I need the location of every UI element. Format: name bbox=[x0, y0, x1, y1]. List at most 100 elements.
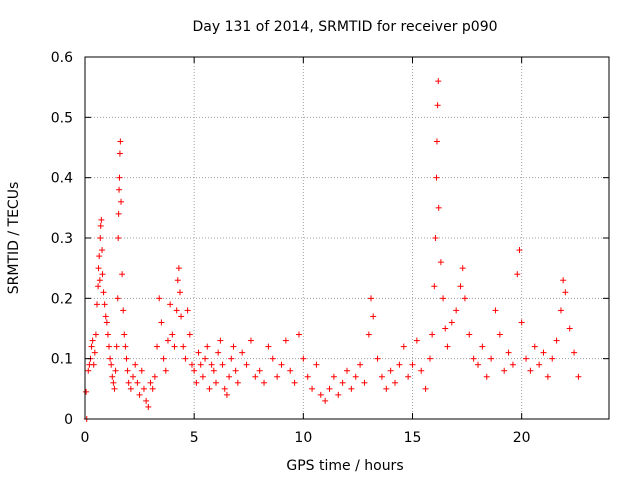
data-point bbox=[95, 283, 102, 290]
data-point bbox=[134, 379, 141, 386]
data-point bbox=[505, 349, 512, 356]
data-point bbox=[426, 355, 433, 362]
data-point bbox=[140, 385, 147, 392]
data-point bbox=[95, 265, 102, 272]
data-point bbox=[566, 325, 573, 332]
data-point bbox=[339, 379, 346, 386]
data-point bbox=[368, 295, 375, 302]
data-point bbox=[387, 367, 394, 374]
data-point bbox=[109, 373, 116, 380]
data-point bbox=[431, 283, 438, 290]
data-point bbox=[557, 307, 564, 314]
data-point bbox=[536, 361, 543, 368]
data-point bbox=[102, 313, 109, 320]
data-point bbox=[432, 235, 439, 241]
data-point bbox=[304, 373, 311, 380]
data-point bbox=[317, 391, 324, 398]
data-point bbox=[215, 349, 222, 356]
data-points bbox=[83, 78, 582, 422]
data-point bbox=[433, 174, 440, 181]
data-point bbox=[232, 367, 239, 374]
data-point bbox=[202, 355, 209, 362]
data-point bbox=[392, 379, 399, 386]
axis-ticks: 0 5 10 15 20 0 0.1 0.2 0.3 0.4 0.5 0.6 bbox=[51, 50, 609, 446]
data-point bbox=[104, 331, 111, 338]
data-point bbox=[540, 349, 547, 356]
y-tick-label: 0.1 bbox=[51, 352, 73, 368]
data-point bbox=[175, 265, 182, 272]
data-point bbox=[99, 271, 106, 278]
data-point bbox=[219, 361, 226, 368]
data-point bbox=[204, 343, 211, 350]
data-point bbox=[191, 367, 198, 374]
data-point bbox=[199, 373, 206, 380]
data-point bbox=[160, 355, 167, 362]
data-point bbox=[516, 247, 523, 254]
data-point bbox=[223, 391, 230, 398]
data-point bbox=[125, 379, 132, 386]
data-point bbox=[120, 307, 127, 314]
data-point bbox=[115, 235, 122, 241]
data-point bbox=[261, 379, 268, 386]
data-point bbox=[461, 295, 468, 302]
data-point bbox=[127, 385, 134, 392]
data-point bbox=[88, 343, 95, 350]
data-point bbox=[116, 150, 123, 157]
data-point bbox=[435, 78, 442, 85]
data-point bbox=[195, 349, 202, 356]
data-point bbox=[230, 343, 237, 350]
data-point bbox=[176, 289, 183, 296]
data-point bbox=[269, 355, 276, 362]
data-point bbox=[365, 331, 372, 338]
data-point bbox=[295, 331, 302, 338]
data-point bbox=[444, 343, 451, 350]
data-point bbox=[118, 198, 125, 205]
data-point bbox=[130, 373, 137, 380]
data-point bbox=[370, 313, 377, 320]
data-point bbox=[479, 343, 486, 350]
data-point bbox=[98, 216, 105, 223]
data-point bbox=[475, 361, 481, 368]
data-point bbox=[116, 174, 123, 181]
data-point bbox=[440, 295, 447, 302]
data-point bbox=[518, 319, 525, 326]
data-point bbox=[154, 343, 161, 350]
y-tick-label: 0 bbox=[64, 412, 73, 428]
data-point bbox=[186, 331, 193, 338]
data-point bbox=[313, 361, 320, 368]
x-tick-label: 20 bbox=[513, 430, 531, 446]
data-point bbox=[122, 343, 129, 350]
data-point bbox=[422, 385, 429, 392]
data-point bbox=[553, 337, 560, 344]
data-point bbox=[396, 361, 403, 368]
data-point bbox=[169, 331, 176, 338]
data-point bbox=[111, 385, 118, 392]
data-point bbox=[374, 355, 381, 362]
x-tick-label: 0 bbox=[81, 430, 90, 446]
data-point bbox=[492, 307, 499, 314]
y-tick-label: 0.2 bbox=[51, 291, 73, 307]
data-point bbox=[243, 361, 250, 368]
data-point bbox=[326, 385, 333, 392]
data-point bbox=[208, 361, 215, 368]
data-point bbox=[117, 138, 124, 145]
data-point bbox=[184, 307, 191, 314]
data-point bbox=[383, 385, 390, 392]
data-point bbox=[435, 204, 442, 211]
data-point bbox=[92, 331, 99, 338]
data-point bbox=[151, 373, 158, 380]
data-point bbox=[434, 102, 441, 109]
data-point bbox=[193, 379, 200, 386]
data-point bbox=[213, 379, 219, 386]
y-tick-label: 0.4 bbox=[51, 171, 73, 187]
data-point bbox=[171, 343, 178, 350]
data-point bbox=[265, 343, 272, 350]
data-point bbox=[252, 373, 259, 380]
data-point bbox=[103, 319, 110, 326]
data-point bbox=[309, 385, 316, 392]
data-point bbox=[549, 355, 556, 362]
data-point bbox=[138, 367, 145, 374]
data-point bbox=[119, 271, 126, 278]
data-point bbox=[330, 373, 337, 380]
